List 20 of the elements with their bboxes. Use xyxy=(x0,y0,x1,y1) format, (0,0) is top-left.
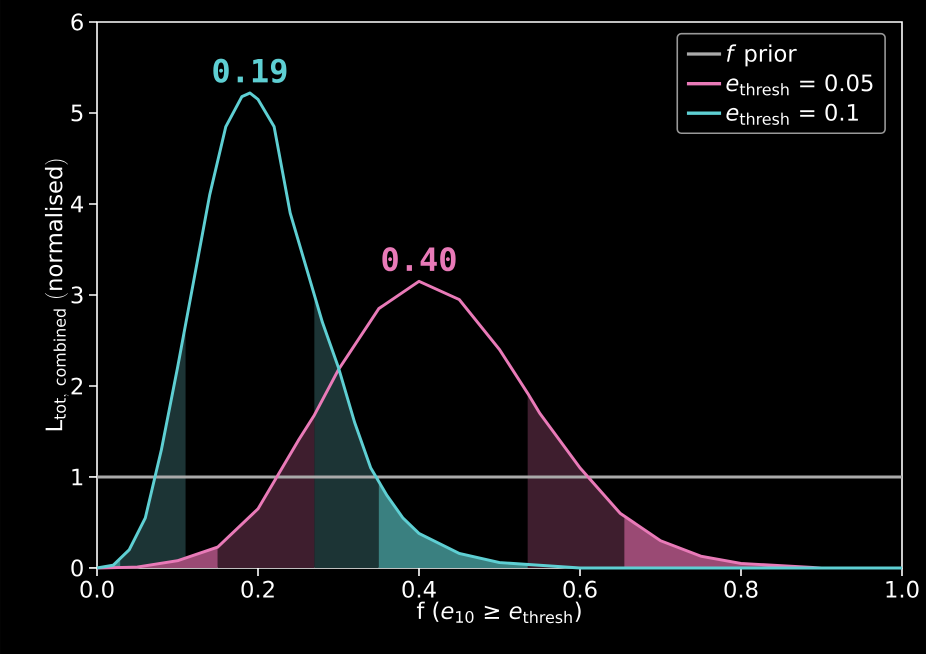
y-tick-label: 4 xyxy=(70,196,84,212)
x-tick-label: 0.4 xyxy=(402,580,436,598)
y-tick-label: 0 xyxy=(71,559,83,577)
y-tick-label: 6 xyxy=(71,13,83,31)
y-tick-label: 5 xyxy=(72,104,82,122)
y-tick-label: 1 xyxy=(72,468,82,486)
legend-label: f prior xyxy=(726,44,797,66)
x-tick-label: 0.2 xyxy=(241,580,274,598)
legend-label: e$_{thresh}$ = 0.05 xyxy=(726,74,872,96)
legend-label: e$_{thresh}$ = 0.1 xyxy=(726,104,858,125)
x-tick-label: 0.8 xyxy=(724,580,758,598)
x-axis-title: f (e$_{10}$ ≥ e$_{thresh}$) xyxy=(416,602,581,624)
y-tick-label: 2 xyxy=(72,378,82,394)
y-axis-title: $\mathrm{L}_{\mathrm{tot,\ combined}}\ \mathrm{(normalised)}$ xyxy=(44,160,69,430)
x-tick-label: 0.6 xyxy=(563,580,597,598)
annotation: 0.40 xyxy=(382,247,456,272)
x-tick-label: 0.0 xyxy=(80,580,114,598)
x-tick-label: 1.0 xyxy=(886,580,919,598)
annotation: 0.19 xyxy=(213,58,286,83)
y-tick-label: 3 xyxy=(72,286,82,304)
